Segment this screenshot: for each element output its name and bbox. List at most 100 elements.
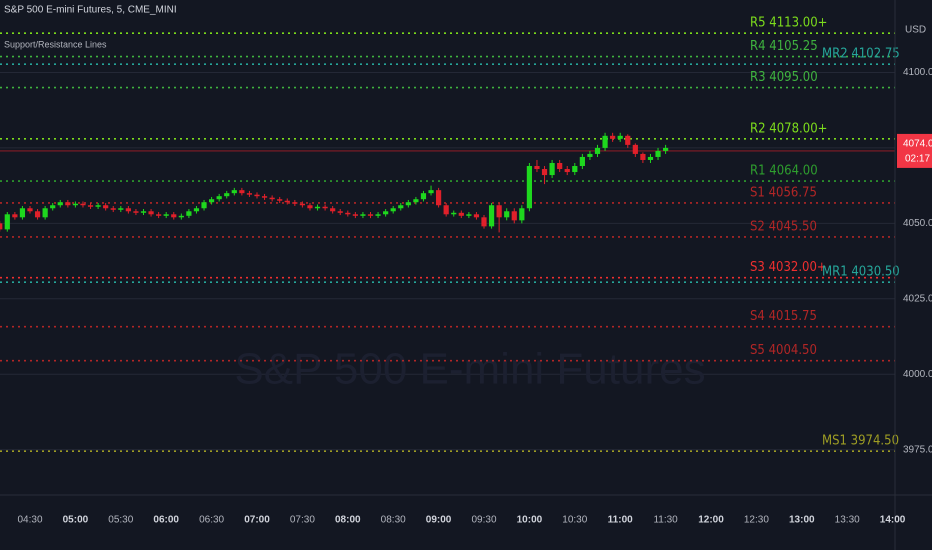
candle-body	[655, 150, 661, 157]
x-tick-label: 04:30	[17, 515, 42, 526]
candle-body	[299, 203, 305, 206]
y-tick-label: 4000.00	[903, 369, 932, 380]
x-tick-label: 06:00	[153, 515, 179, 526]
candle-body	[534, 166, 540, 170]
candle-body	[458, 212, 464, 216]
last-price-label: 4074.00	[903, 139, 932, 150]
candle-body	[413, 199, 419, 203]
x-tick-label: 10:00	[517, 515, 543, 526]
candle-body	[12, 214, 18, 218]
candle-body	[367, 214, 374, 216]
candle-body	[504, 211, 510, 218]
last-price-tag	[897, 133, 932, 168]
candle-body	[4, 214, 10, 230]
candle-body	[602, 135, 608, 148]
candle-body	[572, 166, 578, 173]
candle-body	[632, 144, 638, 154]
y-tick-label: 3975.00	[903, 444, 932, 455]
candle-body	[322, 206, 328, 209]
level-label: S5 4004.50	[750, 343, 817, 358]
candle-body	[640, 153, 646, 160]
level-label: MR2 4102.75	[822, 47, 900, 62]
candle-body	[549, 162, 555, 176]
candle-body	[201, 202, 207, 209]
candle-body	[436, 190, 442, 206]
grid	[0, 71, 895, 451]
candle-body	[307, 205, 313, 209]
candle-body	[526, 166, 532, 209]
candle-body	[481, 217, 487, 227]
x-tick-label: 09:30	[471, 515, 496, 526]
x-tick-label: 13:30	[835, 515, 860, 526]
candle-body	[34, 211, 41, 218]
candle-body	[451, 212, 457, 215]
candle-body	[443, 205, 449, 215]
candle-body	[163, 214, 169, 216]
x-tick-label: 06:30	[199, 515, 224, 526]
level-label: S3 4032.00+	[750, 260, 827, 275]
y-axis-label: USD	[905, 25, 926, 36]
candle-body	[140, 211, 147, 213]
level-label: R1 4064.00	[750, 164, 818, 179]
candle-body	[496, 205, 502, 218]
level-label: S4 4015.75	[750, 309, 817, 324]
candle-body	[473, 214, 480, 218]
level-label: R3 4095.00	[750, 70, 818, 85]
candle-body	[587, 153, 593, 157]
candle-body	[330, 208, 336, 212]
level-label: MS1 3974.50	[822, 434, 899, 449]
candle-body	[519, 208, 525, 221]
candle-body	[254, 194, 260, 197]
candle-body	[27, 208, 33, 212]
candle-body	[383, 211, 389, 215]
candle-body	[292, 202, 298, 204]
candle-body	[0, 223, 3, 230]
candle-body	[193, 208, 200, 212]
candle-body	[156, 214, 162, 216]
candle-body	[337, 211, 343, 213]
x-tick-label: 08:30	[381, 515, 406, 526]
candle-body	[178, 215, 184, 218]
candle-body	[87, 205, 94, 207]
candle-body	[466, 214, 472, 216]
candle-body	[246, 193, 253, 195]
chart-title: S&P 500 E-mini Futures, 5, CME_MINI	[4, 5, 177, 16]
candle-body	[398, 205, 404, 209]
x-tick-label: 11:30	[653, 515, 678, 526]
x-tick-label: 10:30	[562, 515, 587, 526]
y-tick-label: 4050.00	[903, 218, 932, 229]
x-tick-label: 08:00	[335, 515, 361, 526]
candle-body	[72, 203, 78, 206]
candle-body	[617, 135, 623, 139]
candle-body	[133, 211, 139, 213]
candle-body	[420, 193, 427, 200]
axes: 4100.004075.004050.004025.004000.003975.…	[17, 67, 932, 526]
candle-body	[118, 208, 124, 210]
candle-body	[579, 156, 585, 167]
candle-body	[42, 208, 48, 218]
candle-body	[261, 196, 268, 198]
candle-body	[50, 205, 56, 209]
candle-body	[345, 212, 351, 215]
candle-body	[239, 190, 245, 194]
x-tick-label: 12:00	[698, 515, 724, 526]
y-tick-label: 4100.00	[903, 67, 932, 78]
candle-body	[103, 205, 109, 209]
candle-body	[405, 202, 411, 206]
x-tick-label: 05:00	[63, 515, 89, 526]
level-label: R2 4078.00+	[750, 121, 827, 136]
candle-body	[625, 135, 631, 145]
candle-body	[594, 147, 601, 154]
candle-body	[231, 190, 237, 194]
indicator-name: Support/Resistance Lines	[4, 39, 107, 49]
levels: R5 4113.00+ R4 4105.25 MR2 4102.75 R3 4095.…	[0, 16, 900, 453]
candle-body	[95, 205, 101, 207]
level-label: R5 4113.00+	[750, 16, 827, 31]
candle-body	[360, 214, 366, 216]
candle-body	[647, 156, 654, 160]
candle-body	[375, 214, 381, 216]
countdown: 02:17	[905, 154, 930, 165]
candles	[0, 132, 669, 233]
